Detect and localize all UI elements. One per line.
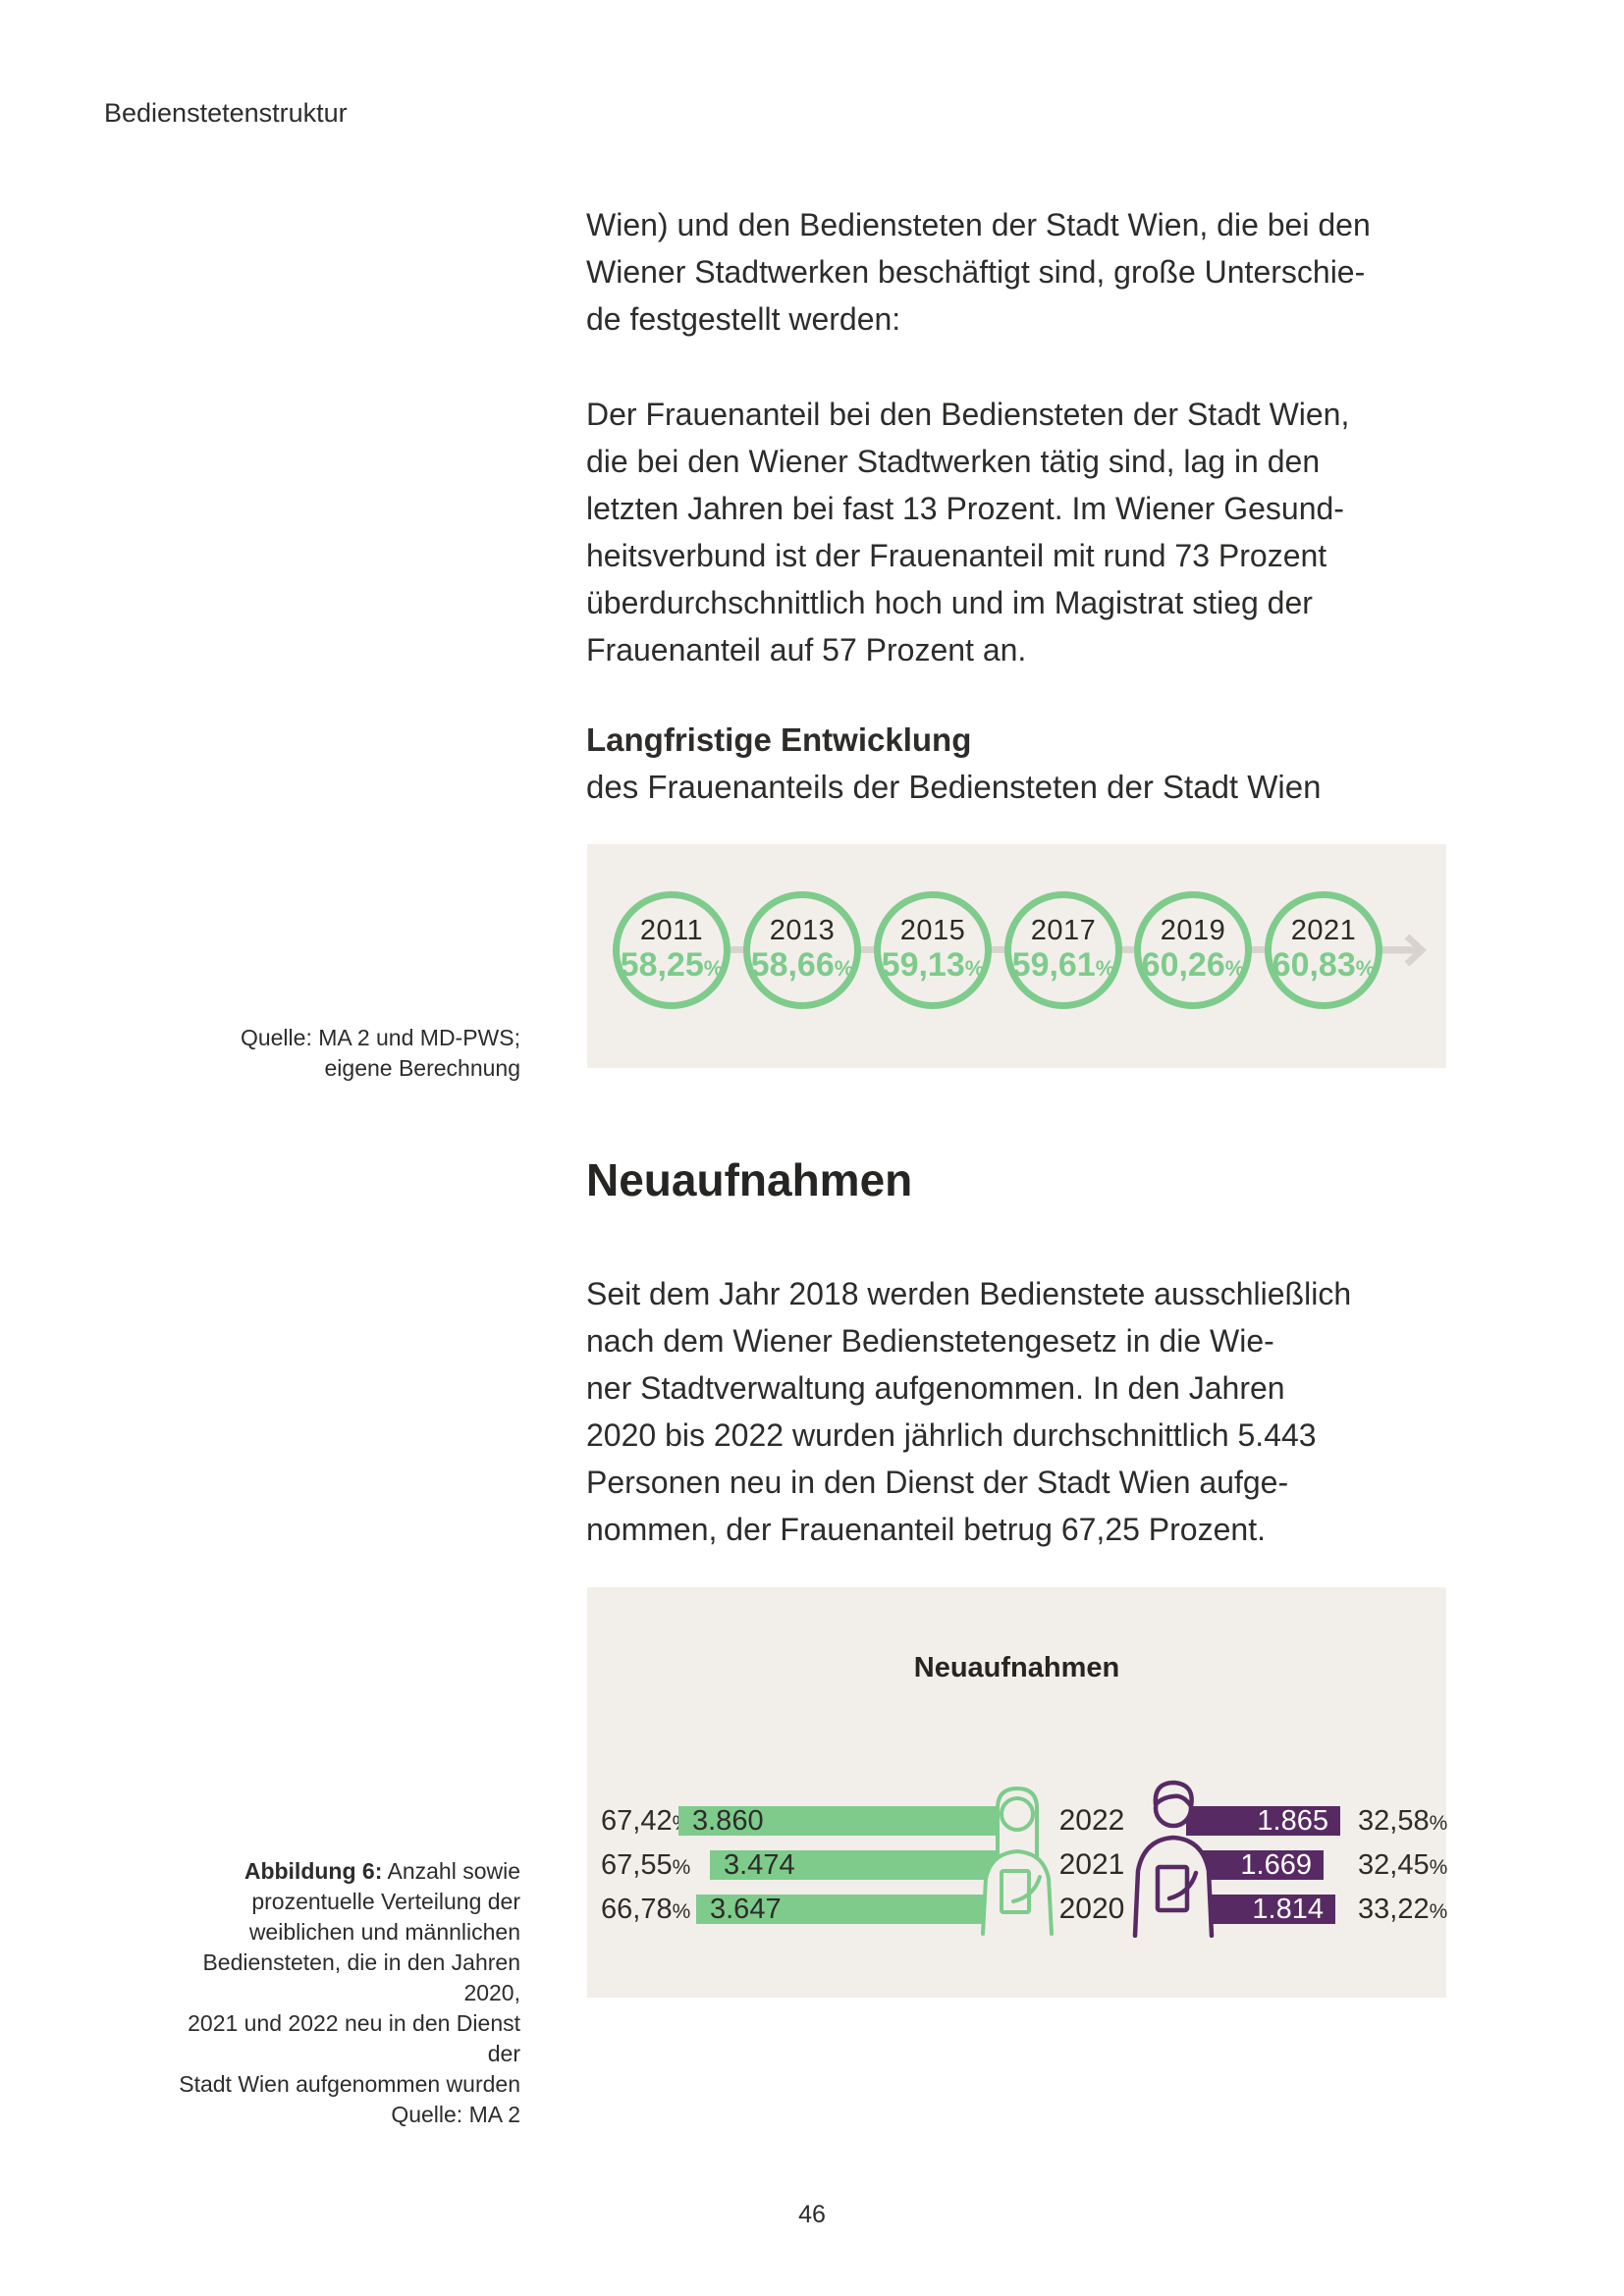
page-title: Neuaufnahmen bbox=[586, 1154, 913, 1205]
timeline-node-2015: 2015 59,13% bbox=[874, 891, 992, 1009]
timeline-value: 58,66% bbox=[750, 945, 854, 984]
timeline-node-2013: 2013 58,66% bbox=[743, 891, 861, 1009]
figure-caption-text: Anzahl sowie prozentuelle Verteilung der… bbox=[179, 1858, 520, 2097]
male-figure-icon bbox=[1127, 1777, 1219, 1943]
timeline-year: 2013 bbox=[769, 914, 836, 946]
timeline-year: 2015 bbox=[899, 914, 966, 946]
percent-sign: % bbox=[703, 955, 724, 981]
percent-sign: % bbox=[1355, 955, 1376, 981]
female-percent-label: 67,55% bbox=[601, 1849, 691, 1881]
female-bar: 3.474 bbox=[710, 1850, 997, 1881]
year-label: 2022 bbox=[1058, 1804, 1125, 1837]
year-label: 2021 bbox=[1058, 1848, 1125, 1881]
percent-sign: % bbox=[1095, 955, 1115, 981]
timeline-node-2019: 2019 60,26% bbox=[1134, 891, 1252, 1009]
paragraph-neuaufnahmen: Seit dem Jahr 2018 werden Bedienstete au… bbox=[586, 1276, 1352, 1547]
timeline-value: 60,83% bbox=[1272, 945, 1376, 984]
timeline-year: 2017 bbox=[1030, 914, 1097, 946]
female-percent-label: 66,78% bbox=[601, 1894, 691, 1925]
running-header: Bedienstetenstruktur bbox=[104, 98, 348, 128]
figure-caption-label: Abbildung 6: bbox=[244, 1858, 383, 1884]
chart-row-2020: 66,78% 3.647 2020 1.814 33,22% bbox=[587, 1893, 1448, 1925]
timeline-year: 2011 bbox=[639, 914, 704, 946]
percent-sign: % bbox=[964, 955, 985, 981]
timeline-node-2021: 2021 60,83% bbox=[1265, 891, 1382, 1009]
percent-sign: % bbox=[672, 1856, 691, 1879]
paragraph-frauenanteil: Der Frauenanteil bei den Bediensteten de… bbox=[586, 397, 1350, 667]
section-heading-rest: des Frauenanteils der Bediensteten der S… bbox=[586, 769, 1322, 805]
female-percent-label: 67,42% bbox=[601, 1806, 690, 1839]
percent-sign: % bbox=[1429, 1900, 1448, 1923]
page-number: 46 bbox=[798, 2201, 826, 2228]
female-figure-icon bbox=[973, 1777, 1061, 1941]
timeline-value: 60,26% bbox=[1141, 945, 1245, 984]
female-bar: 3.647 bbox=[696, 1895, 997, 1925]
section-heading: Langfristige Entwicklung des Frauenantei… bbox=[586, 717, 1509, 811]
section-heading-bold: Langfristige Entwicklung bbox=[586, 721, 972, 758]
percent-sign: % bbox=[1429, 1812, 1448, 1835]
male-percent-label: 32,45% bbox=[1358, 1849, 1448, 1881]
percent-sign: % bbox=[1224, 955, 1245, 981]
percent-sign: % bbox=[834, 955, 854, 981]
female-bar: 3.860 bbox=[678, 1806, 997, 1837]
arrow-right-icon bbox=[1379, 929, 1434, 977]
year-label: 2020 bbox=[1058, 1893, 1125, 1925]
timeline-node-2017: 2017 59,61% bbox=[1004, 891, 1122, 1009]
chart-title: Neuaufnahmen bbox=[913, 1652, 1120, 1683]
timeline-source-caption: Quelle: MA 2 und MD-PWS; eigene Berechnu… bbox=[240, 1025, 520, 1081]
timeline-value: 58,25% bbox=[620, 945, 724, 984]
timeline-value: 59,61% bbox=[1011, 945, 1115, 984]
timeline-year: 2019 bbox=[1160, 914, 1226, 946]
male-percent-label: 32,58% bbox=[1358, 1805, 1448, 1837]
figure-caption: Abbildung 6: Anzahl sowie prozentuelle V… bbox=[155, 1826, 520, 2161]
male-bar: 1.865 bbox=[1186, 1806, 1340, 1837]
neuaufnahmen-chart-panel: Neuaufnahmen 67,42% 3.860 2022 1.865 32,… bbox=[587, 1587, 1448, 1998]
percent-sign: % bbox=[672, 1900, 691, 1923]
timeline-node-2011: 2011 58,25% bbox=[613, 891, 731, 1009]
percent-sign: % bbox=[1429, 1856, 1448, 1879]
timeline-chart-panel: 2011 58,25% 2013 58,66% 2015 59,13% 2017… bbox=[587, 844, 1446, 1068]
paragraph-intro: Wien) und den Bediensteten der Stadt Wie… bbox=[586, 207, 1371, 337]
timeline-year: 2021 bbox=[1290, 914, 1357, 946]
male-percent-label: 33,22% bbox=[1358, 1894, 1448, 1925]
timeline-value: 59,13% bbox=[881, 945, 985, 984]
figure-source: Quelle: MA 2 bbox=[391, 2102, 520, 2127]
chart-row-2022: 67,42% 3.860 2022 1.865 32,58% bbox=[587, 1804, 1448, 1839]
